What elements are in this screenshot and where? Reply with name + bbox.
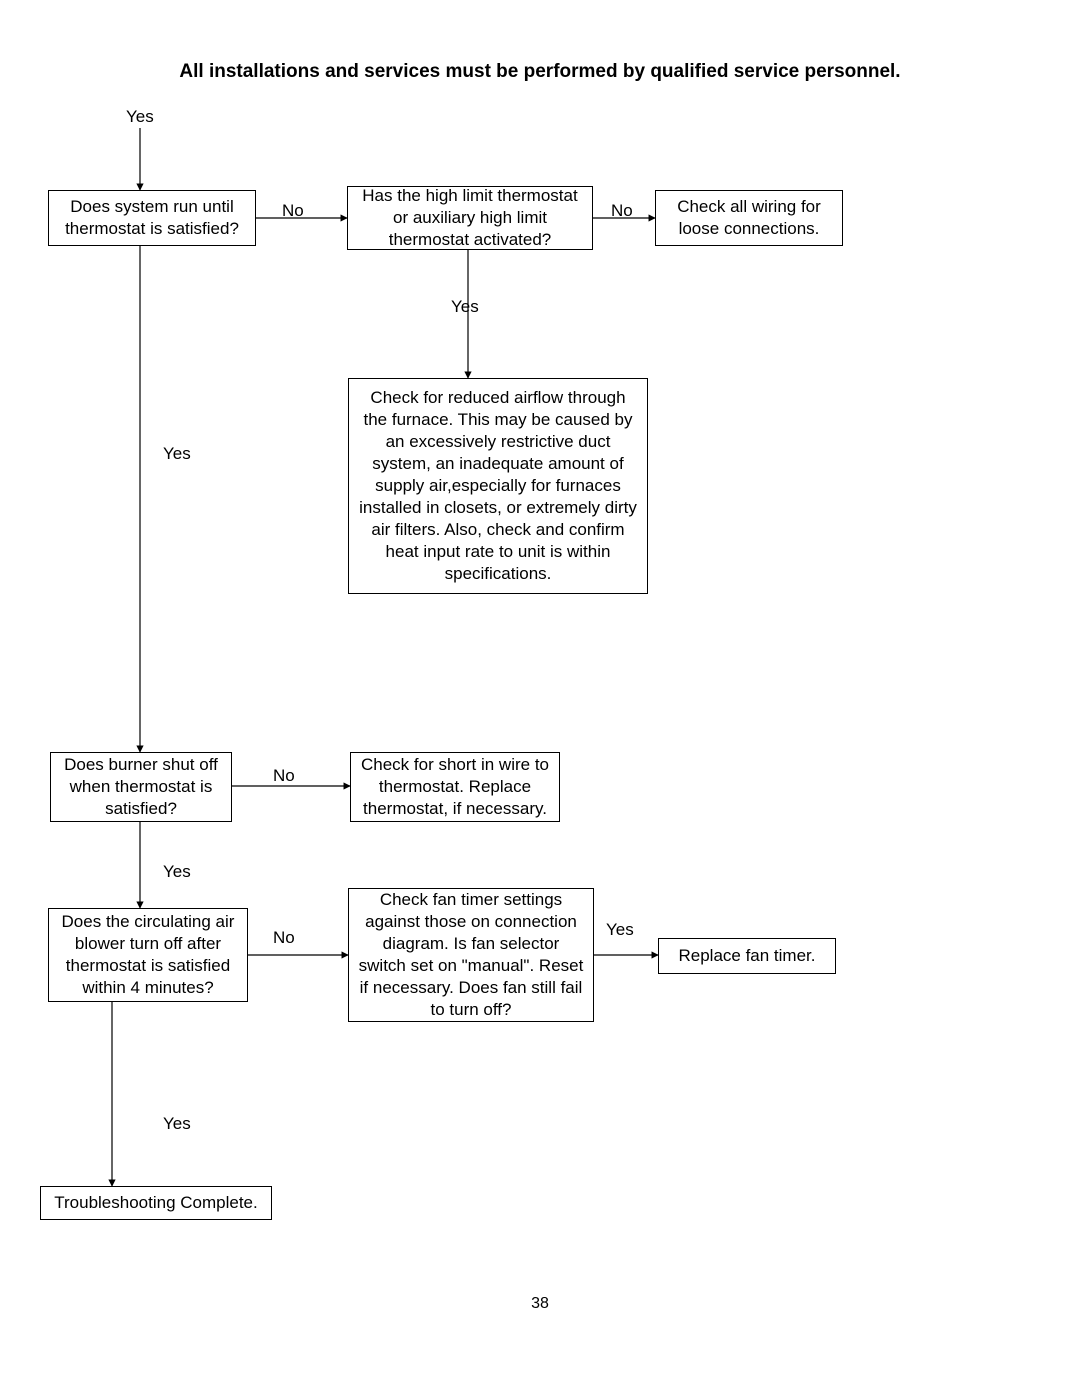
node-burner-shut-off: Does burner shut off when thermostat is … <box>50 752 232 822</box>
edge-label-yes-1-5: Yes <box>163 444 191 464</box>
edge-label-no-5-6: No <box>273 766 295 786</box>
page-number: 38 <box>0 1295 1080 1313</box>
edge-label-no-2-3: No <box>611 201 633 221</box>
node-check-wiring: Check all wiring for loose connections. <box>655 190 843 246</box>
node-check-short-wire: Check for short in wire to thermostat. R… <box>350 752 560 822</box>
edge-label-yes-2-4: Yes <box>451 297 479 317</box>
edge-label-no-1-2: No <box>282 201 304 221</box>
edge-label-yes-7-10: Yes <box>163 1114 191 1134</box>
node-system-run-until-satisfied: Does system run until thermostat is sati… <box>48 190 256 246</box>
node-high-limit-activated: Has the high limit thermostat or auxilia… <box>347 186 593 250</box>
edge-label-no-7-8: No <box>273 928 295 948</box>
page-heading: All installations and services must be p… <box>0 61 1080 83</box>
edge-label-yes-top: Yes <box>126 107 154 127</box>
edge-label-yes-8-9: Yes <box>606 920 634 940</box>
node-replace-fan-timer: Replace fan timer. <box>658 938 836 974</box>
node-check-airflow: Check for reduced airflow through the fu… <box>348 378 648 594</box>
node-troubleshooting-complete: Troubleshooting Complete. <box>40 1186 272 1220</box>
node-check-fan-timer: Check fan timer settings against those o… <box>348 888 594 1022</box>
edge-label-yes-5-7: Yes <box>163 862 191 882</box>
node-blower-turn-off: Does the circulating air blower turn off… <box>48 908 248 1002</box>
page: All installations and services must be p… <box>0 0 1080 1397</box>
